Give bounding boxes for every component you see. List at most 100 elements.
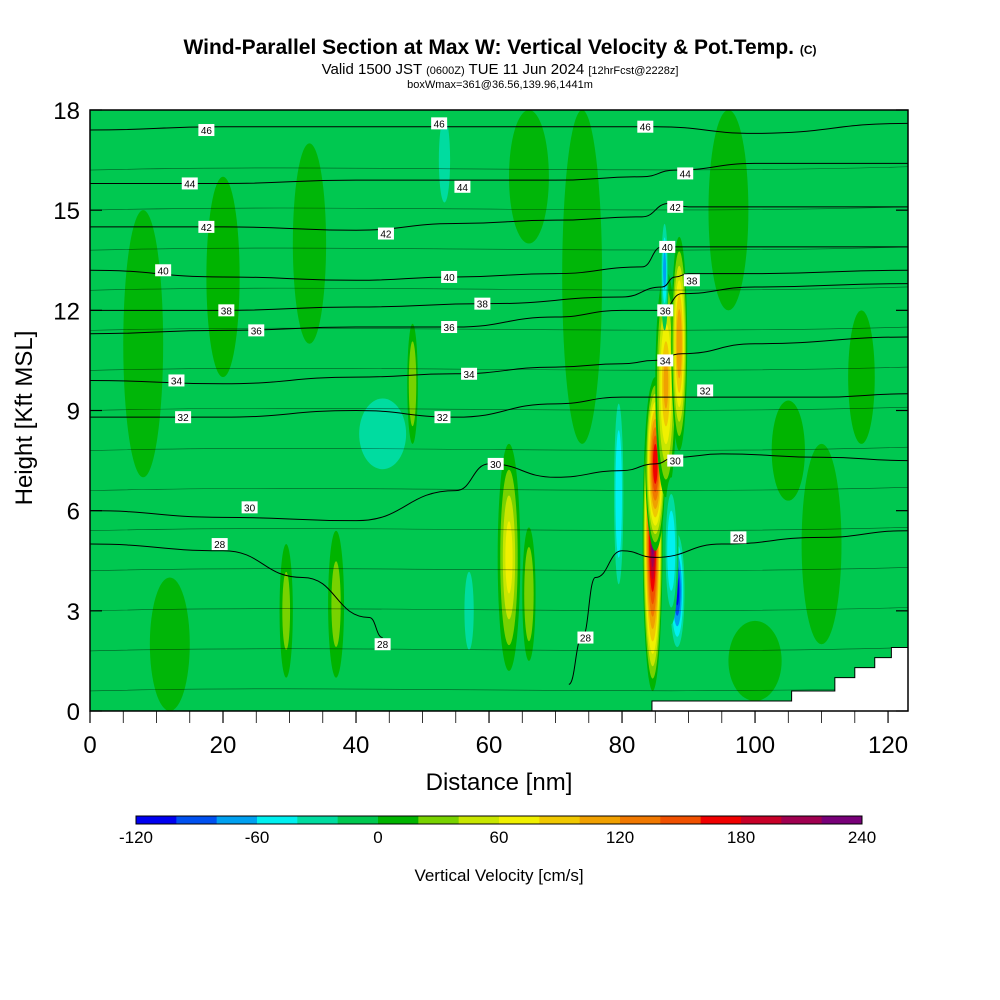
contour-label-text: 28 bbox=[580, 634, 592, 645]
theta-contour-minor bbox=[90, 527, 908, 531]
velocity-patch bbox=[708, 110, 749, 311]
theta-contour-minor bbox=[90, 647, 908, 652]
contour-label-text: 42 bbox=[670, 203, 682, 214]
contour-label: 28 bbox=[730, 531, 747, 544]
contour-label-box bbox=[248, 324, 265, 337]
contour-label-text: 30 bbox=[670, 457, 682, 468]
velocity-patch bbox=[123, 210, 164, 478]
title-main: Wind-Parallel Section at Max W: Vertical… bbox=[183, 36, 794, 59]
y-tick-label: 15 bbox=[53, 198, 80, 225]
theta-contour-40 bbox=[90, 246, 908, 281]
theta-contour-32 bbox=[90, 393, 908, 418]
colorbar-swatch bbox=[499, 816, 540, 824]
contour-label-box bbox=[441, 270, 458, 283]
theta-contour-38 bbox=[90, 269, 908, 311]
contour-label: 40 bbox=[155, 264, 172, 277]
contour-label-text: 28 bbox=[377, 640, 389, 651]
x-tick-label: 40 bbox=[343, 732, 370, 759]
theta-contour-minor bbox=[90, 366, 908, 371]
contour-label-text: 34 bbox=[171, 376, 183, 387]
contour-label-box bbox=[175, 411, 192, 424]
x-axis: 0 20 40 60 80 100 120 bbox=[83, 711, 908, 759]
contour-label-box bbox=[683, 274, 700, 287]
chart-title: Wind-Parallel Section at Max W: Vertical… bbox=[0, 36, 1000, 62]
velocity-feature bbox=[407, 323, 418, 444]
colorbar-swatch bbox=[337, 816, 379, 824]
x-tick-label: 100 bbox=[735, 732, 775, 759]
velocity-level bbox=[663, 358, 669, 409]
contour-label-text: 42 bbox=[380, 230, 392, 241]
theta-contour-30 bbox=[90, 453, 908, 522]
colorbar-label: 240 bbox=[848, 828, 876, 847]
velocity-patch bbox=[292, 143, 327, 344]
theta-contour-minor bbox=[90, 446, 908, 451]
velocity-level bbox=[464, 571, 474, 650]
velocity-level bbox=[663, 251, 667, 290]
colorbar-swatch bbox=[136, 816, 177, 824]
contour-label: 28 bbox=[211, 538, 228, 551]
contour-label: 32 bbox=[697, 384, 714, 397]
contour-label-box bbox=[697, 384, 714, 397]
contour-label-box bbox=[454, 180, 471, 193]
contour-label-text: 32 bbox=[700, 386, 712, 397]
contour-label-text: 30 bbox=[244, 503, 256, 514]
contour-label-text: 46 bbox=[434, 119, 446, 130]
terrain-mask bbox=[651, 647, 908, 711]
contour-label: 38 bbox=[474, 297, 491, 311]
theta-contours bbox=[90, 122, 908, 692]
plot-area: 46 46 46 44 44 44 42 42 42 40 40 40 38 38 38 36 36 36 34 34… bbox=[89, 109, 909, 712]
velocity-level bbox=[526, 566, 532, 622]
velocity-level bbox=[677, 323, 681, 364]
velocity-feature bbox=[771, 400, 805, 501]
contour-label-box bbox=[487, 457, 504, 470]
colorbar-label: 120 bbox=[606, 828, 634, 847]
x-tick-label: 0 bbox=[83, 732, 96, 759]
contour-label-text: 44 bbox=[457, 183, 469, 194]
colorbar-title: Vertical Velocity [cm/s] bbox=[414, 866, 583, 885]
theta-contour-28 bbox=[90, 543, 383, 639]
velocity-patch bbox=[728, 620, 782, 701]
contour-label: 40 bbox=[441, 270, 458, 284]
contour-label: 42 bbox=[667, 200, 684, 214]
contour-label: 28 bbox=[577, 631, 594, 645]
velocity-patch bbox=[562, 110, 603, 444]
contour-label-box bbox=[441, 321, 458, 334]
contour-label-text: 34 bbox=[464, 370, 476, 381]
contour-label-text: 30 bbox=[490, 460, 502, 471]
colorbar-label: 0 bbox=[373, 828, 382, 847]
contour-label-box bbox=[198, 124, 215, 137]
theta-contour-minor bbox=[90, 607, 908, 612]
contour-label-box bbox=[181, 177, 198, 190]
contour-label: 34 bbox=[657, 354, 674, 367]
theta-contour-minor bbox=[90, 166, 908, 171]
contour-label-box bbox=[657, 354, 674, 367]
contour-label-box bbox=[461, 367, 478, 380]
contour-label: 36 bbox=[441, 321, 458, 334]
velocity-feature bbox=[461, 544, 478, 678]
contour-label: 32 bbox=[175, 411, 192, 424]
colorbar-swatch bbox=[620, 816, 661, 824]
theta-contour-44 bbox=[90, 162, 908, 184]
colorbar-label: -120 bbox=[119, 828, 153, 847]
velocity-level bbox=[771, 400, 805, 501]
contour-label: 36 bbox=[248, 324, 265, 337]
contour-label-box bbox=[168, 374, 185, 387]
theta-contour-minor bbox=[90, 246, 908, 251]
colorbar-swatch bbox=[257, 816, 298, 824]
contour-label-text: 28 bbox=[733, 533, 745, 544]
velocity-level bbox=[441, 135, 448, 185]
y-tick-label: 9 bbox=[67, 399, 80, 426]
forecast-info: [12hrFcst@2228z] bbox=[588, 65, 679, 77]
contour-label-text: 34 bbox=[660, 356, 672, 367]
contour-label-box bbox=[667, 200, 684, 213]
theta-contour-minor bbox=[90, 206, 908, 211]
contour-label-box bbox=[374, 638, 391, 651]
colorbar-swatch bbox=[741, 816, 782, 824]
contour-label: 42 bbox=[377, 227, 394, 241]
contour-label-box bbox=[577, 631, 594, 644]
velocity-level bbox=[410, 359, 415, 409]
theta-contour-minor bbox=[90, 326, 908, 331]
colorbar-swatch bbox=[579, 816, 621, 824]
colorbar-swatch bbox=[458, 816, 500, 824]
theta-contour-minor bbox=[90, 406, 908, 411]
